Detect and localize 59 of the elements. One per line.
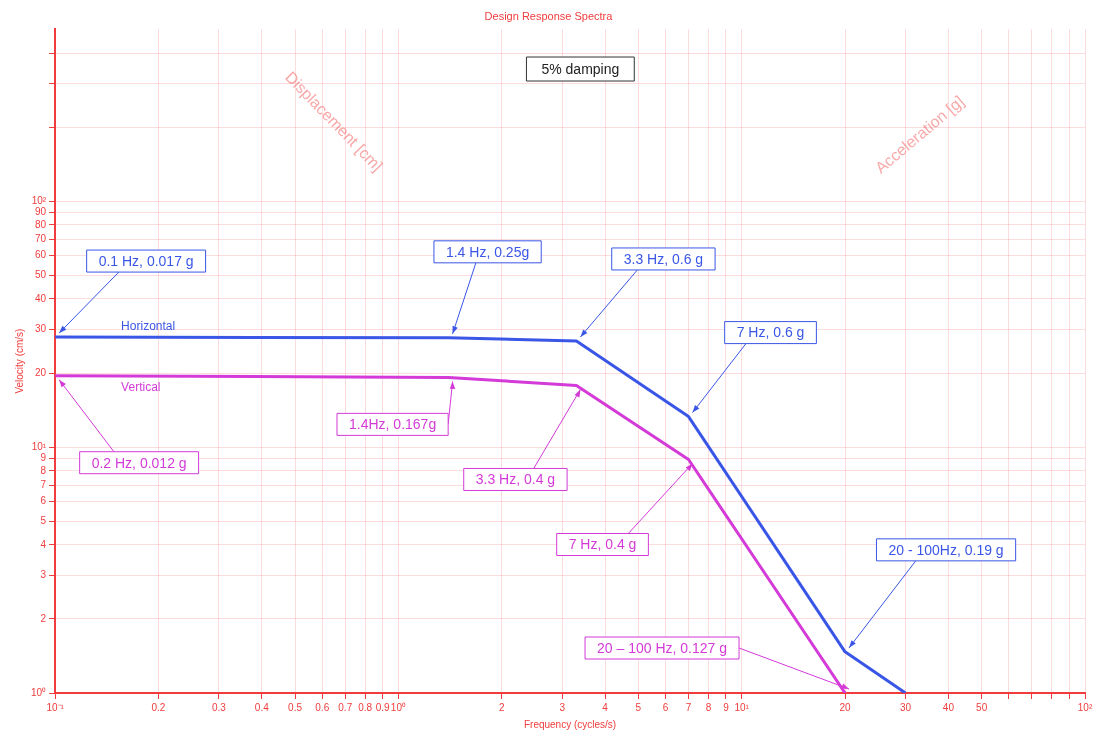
annotation: 0.2 Hz, 0.012 g bbox=[91, 454, 187, 471]
x-tick-label: 3 bbox=[559, 701, 566, 713]
x-tick-label: 2 bbox=[498, 701, 505, 713]
x-tick-label: 10⁰ bbox=[390, 701, 406, 713]
y-tick-label: 5 bbox=[40, 514, 47, 526]
y-tick-label: 7 bbox=[40, 478, 47, 490]
y-tick-label: 70 bbox=[35, 232, 47, 244]
x-tick-label: 20 bbox=[839, 701, 852, 713]
x-tick-label: 30 bbox=[899, 701, 912, 713]
x-tick-label: 0.5 bbox=[288, 701, 303, 713]
x-tick-label: 7 bbox=[685, 701, 692, 713]
annotation: 5% damping bbox=[541, 60, 620, 77]
y-tick-label: 8 bbox=[40, 464, 47, 476]
x-tick-label: 0.4 bbox=[254, 701, 270, 713]
annotation: 20 – 100 Hz, 0.127 g bbox=[597, 639, 728, 656]
annotation: 1.4Hz, 0.167g bbox=[348, 416, 437, 433]
y-tick-label: 40 bbox=[35, 292, 47, 304]
x-tick-label: 5 bbox=[635, 701, 642, 713]
annotation: 7 Hz, 0.6 g bbox=[736, 324, 805, 341]
series-label: Vertical bbox=[121, 380, 161, 395]
y-tick-label: 30 bbox=[35, 323, 47, 335]
y-tick-label: 3 bbox=[40, 569, 47, 581]
x-tick-label: 50 bbox=[976, 701, 988, 713]
y-tick-label: 10⁰ bbox=[31, 686, 47, 698]
x-tick-label: 0.7 bbox=[338, 701, 353, 713]
x-tick-label: 10¹ bbox=[734, 701, 750, 713]
annotation: 3.3 Hz, 0.4 g bbox=[475, 471, 556, 488]
annotation: 3.3 Hz, 0.6 g bbox=[623, 250, 704, 267]
x-tick-label: 6 bbox=[662, 701, 669, 713]
y-tick-label: 60 bbox=[35, 249, 47, 261]
y-tick-label: 10² bbox=[31, 194, 47, 206]
x-tick-label: 10² bbox=[1077, 701, 1093, 713]
annotation: 1.4 Hz, 0.25g bbox=[445, 243, 530, 260]
y-tick-label: 2 bbox=[40, 612, 47, 624]
annotation: 7 Hz, 0.4 g bbox=[568, 536, 637, 553]
x-axis-title: Frequency (cycles/s) bbox=[523, 718, 617, 730]
x-tick-label: 4 bbox=[602, 701, 609, 713]
x-tick-label: 0.9 bbox=[375, 701, 391, 713]
x-tick-label: 9 bbox=[723, 701, 730, 713]
annotation: 0.1 Hz, 0.017 g bbox=[98, 252, 194, 269]
y-axis-title: Velocity (cm/s) bbox=[13, 328, 25, 394]
x-tick-label: 40 bbox=[942, 701, 955, 713]
y-tick-label: 50 bbox=[35, 268, 47, 280]
series-label: Horizontal bbox=[121, 319, 176, 334]
y-tick-label: 6 bbox=[40, 495, 47, 507]
x-tick-label: 8 bbox=[705, 701, 712, 713]
y-tick-label: 10¹ bbox=[31, 440, 47, 452]
y-tick-label: 20 bbox=[35, 366, 47, 378]
y-tick-label: 80 bbox=[35, 218, 47, 230]
y-tick-label: 9 bbox=[40, 452, 47, 464]
x-tick-label: 0.2 bbox=[151, 701, 166, 713]
chart-title: Design Response Spectra bbox=[484, 9, 614, 22]
x-tick-label: 0.6 bbox=[315, 701, 330, 713]
x-tick-label: 10⁻¹ bbox=[46, 701, 65, 713]
x-tick-label: 0.3 bbox=[211, 701, 227, 713]
x-tick-label: 0.8 bbox=[358, 701, 373, 713]
y-tick-label: 4 bbox=[40, 538, 47, 550]
annotation: 20 - 100Hz, 0.19 g bbox=[888, 541, 1004, 558]
y-tick-label: 90 bbox=[35, 206, 47, 218]
